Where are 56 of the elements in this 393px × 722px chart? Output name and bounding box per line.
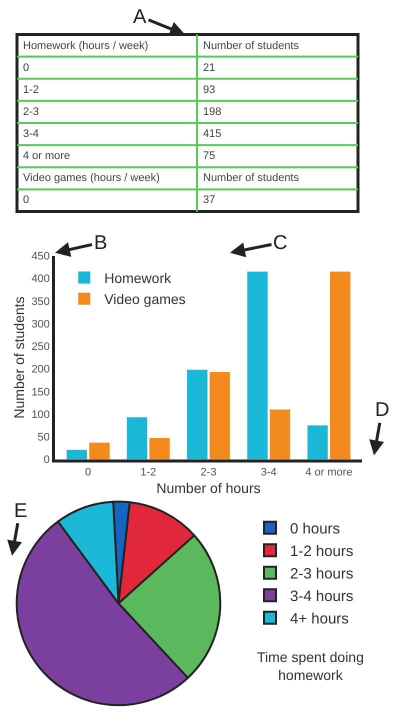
text: E bbox=[14, 500, 28, 522]
legend-label: 4+ hours bbox=[290, 610, 349, 628]
legend-label: 2-3 hours bbox=[290, 566, 354, 583]
text: A bbox=[133, 6, 147, 28]
bar bbox=[270, 410, 290, 460]
text: 198 bbox=[203, 106, 222, 118]
text: Number of students bbox=[203, 172, 300, 184]
bar bbox=[126, 417, 148, 460]
y-tick-label: 300 bbox=[31, 318, 50, 330]
text: Homework (hours / week) bbox=[23, 40, 148, 52]
bar bbox=[149, 438, 170, 460]
legend-label: Homework bbox=[104, 270, 172, 286]
y-tick-label: 250 bbox=[31, 341, 50, 354]
bar bbox=[330, 272, 350, 460]
x-axis-title: Number of hours bbox=[156, 480, 261, 496]
text: 415 bbox=[203, 128, 222, 140]
text: 4 or more bbox=[23, 150, 70, 162]
x-tick-label: 3-4 bbox=[260, 466, 277, 479]
text: Video games (hours / week) bbox=[23, 172, 160, 184]
x-tick-label: 1-2 bbox=[140, 466, 156, 479]
text: 2-3 bbox=[23, 106, 39, 118]
y-tick-label: 150 bbox=[31, 386, 50, 398]
x-tick-label: 2-3 bbox=[200, 466, 216, 479]
text: 21 bbox=[203, 62, 216, 74]
y-tick-label: 100 bbox=[31, 408, 50, 421]
text: C bbox=[273, 232, 288, 254]
text: D bbox=[375, 399, 390, 421]
y-tick-label: 0 bbox=[44, 454, 50, 466]
y-tick-label: 50 bbox=[38, 432, 50, 444]
x-tick-label: 0 bbox=[85, 466, 92, 479]
x-tick-label: 4 or more bbox=[305, 466, 352, 479]
text: 0 bbox=[23, 62, 30, 74]
text: B bbox=[94, 232, 108, 254]
bar bbox=[307, 425, 328, 460]
bar bbox=[89, 442, 110, 460]
bar bbox=[187, 370, 208, 460]
bar bbox=[66, 450, 87, 460]
text: Time spent doing homework bbox=[257, 649, 364, 684]
y-axis-title: Number of students bbox=[11, 296, 28, 419]
text: 1-2 bbox=[23, 84, 39, 96]
text: Number of students bbox=[203, 40, 300, 52]
legend-label: 0 hours bbox=[290, 520, 340, 538]
text: 0 bbox=[23, 194, 30, 206]
bar bbox=[210, 372, 230, 460]
text: 37 bbox=[203, 194, 216, 206]
text: 3-4 bbox=[23, 128, 39, 140]
y-tick-label: 450 bbox=[31, 250, 50, 263]
text: 75 bbox=[203, 150, 216, 162]
legend-label: 3-4 hours bbox=[290, 588, 354, 606]
text: 93 bbox=[203, 84, 216, 96]
y-tick-label: 200 bbox=[31, 364, 50, 376]
y-tick-label: 400 bbox=[31, 273, 50, 286]
y-tick-label: 350 bbox=[31, 296, 50, 308]
bar bbox=[247, 272, 268, 460]
legend-label: 1-2 hours bbox=[290, 543, 354, 560]
legend-label: Video games bbox=[104, 291, 186, 308]
